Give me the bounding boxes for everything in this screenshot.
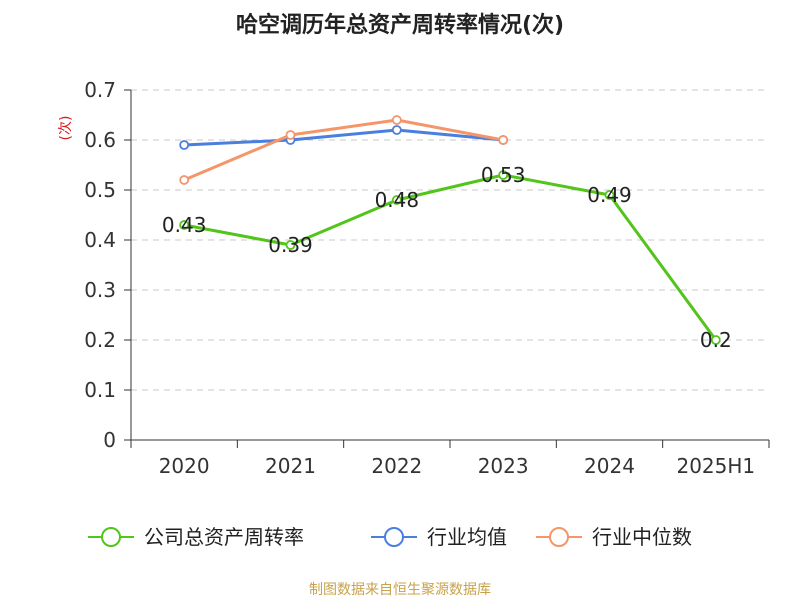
x-tick-label: 2021 (265, 454, 316, 478)
data-label: 0.43 (162, 213, 207, 237)
axes: 0 0.1 0.2 0.3 0.4 0.5 0.6 0.7 2020 2021 2022 2023 20… (84, 78, 770, 478)
legend-label: 行业均值 (427, 525, 507, 549)
y-axis-label: (次) (58, 116, 74, 141)
legend-label: 公司总资产周转率 (144, 525, 304, 549)
y-tick-label: 0.7 (84, 78, 116, 102)
legend-item[interactable]: 行业均值 (371, 525, 507, 549)
x-tick-label: 2024 (584, 454, 635, 478)
data-point[interactable] (498, 170, 509, 180)
data-point[interactable] (391, 115, 402, 125)
data-point[interactable] (391, 195, 402, 205)
legend-swatch-marker (384, 527, 404, 547)
data-point[interactable] (285, 130, 296, 140)
y-tick-label: 0.3 (84, 278, 116, 302)
x-tick-label: 2023 (478, 454, 529, 478)
data-point[interactable] (498, 135, 509, 145)
data-label: 0.2 (700, 328, 732, 352)
data-label: 0.53 (481, 163, 526, 187)
y-tick-label: 0.6 (84, 128, 116, 152)
data-point[interactable] (285, 240, 296, 250)
data-point[interactable] (179, 175, 190, 185)
y-tick-label: 0.1 (84, 378, 116, 402)
legend-swatch-marker (101, 527, 121, 547)
data-point[interactable] (179, 140, 190, 150)
source-note: 制图数据来自恒生聚源数据库 (309, 582, 491, 598)
x-tick-label: 2020 (159, 454, 210, 478)
legend-item[interactable]: 行业中位数 (536, 525, 692, 549)
data-point[interactable] (391, 125, 402, 135)
x-tick-label: 2022 (371, 454, 422, 478)
y-tick-label: 0.2 (84, 328, 116, 352)
data-label: 0.39 (268, 233, 313, 257)
y-tick-label: 0.4 (84, 228, 116, 252)
data-point[interactable] (604, 190, 615, 200)
data-label: 0.48 (375, 188, 420, 212)
y-tick-label: 0.5 (84, 178, 116, 202)
gridlines (131, 89, 769, 391)
data-point[interactable] (179, 220, 190, 230)
chart-title: 哈空调历年总资产周转率情况(次) (236, 12, 564, 38)
legend-label: 行业中位数 (592, 525, 692, 549)
y-tick-label: 0 (103, 428, 116, 452)
series-lines (179, 115, 721, 345)
data-point[interactable] (710, 335, 721, 345)
series-line (182, 173, 718, 342)
series-1 (179, 125, 509, 150)
legend-swatch-marker (549, 527, 569, 547)
series-0 (179, 170, 721, 345)
x-tick-label: 2025H1 (676, 454, 755, 478)
series-2 (179, 115, 509, 185)
series-line (182, 118, 505, 182)
data-labels: 0.43 0.39 0.48 0.53 0.49 0.2 (162, 163, 732, 352)
legend-item[interactable]: 公司总资产周转率 (88, 525, 304, 549)
data-label: 0.49 (587, 183, 632, 207)
series-line (182, 128, 505, 147)
legend: 公司总资产周转率 行业均值 行业中位数 (88, 525, 692, 549)
